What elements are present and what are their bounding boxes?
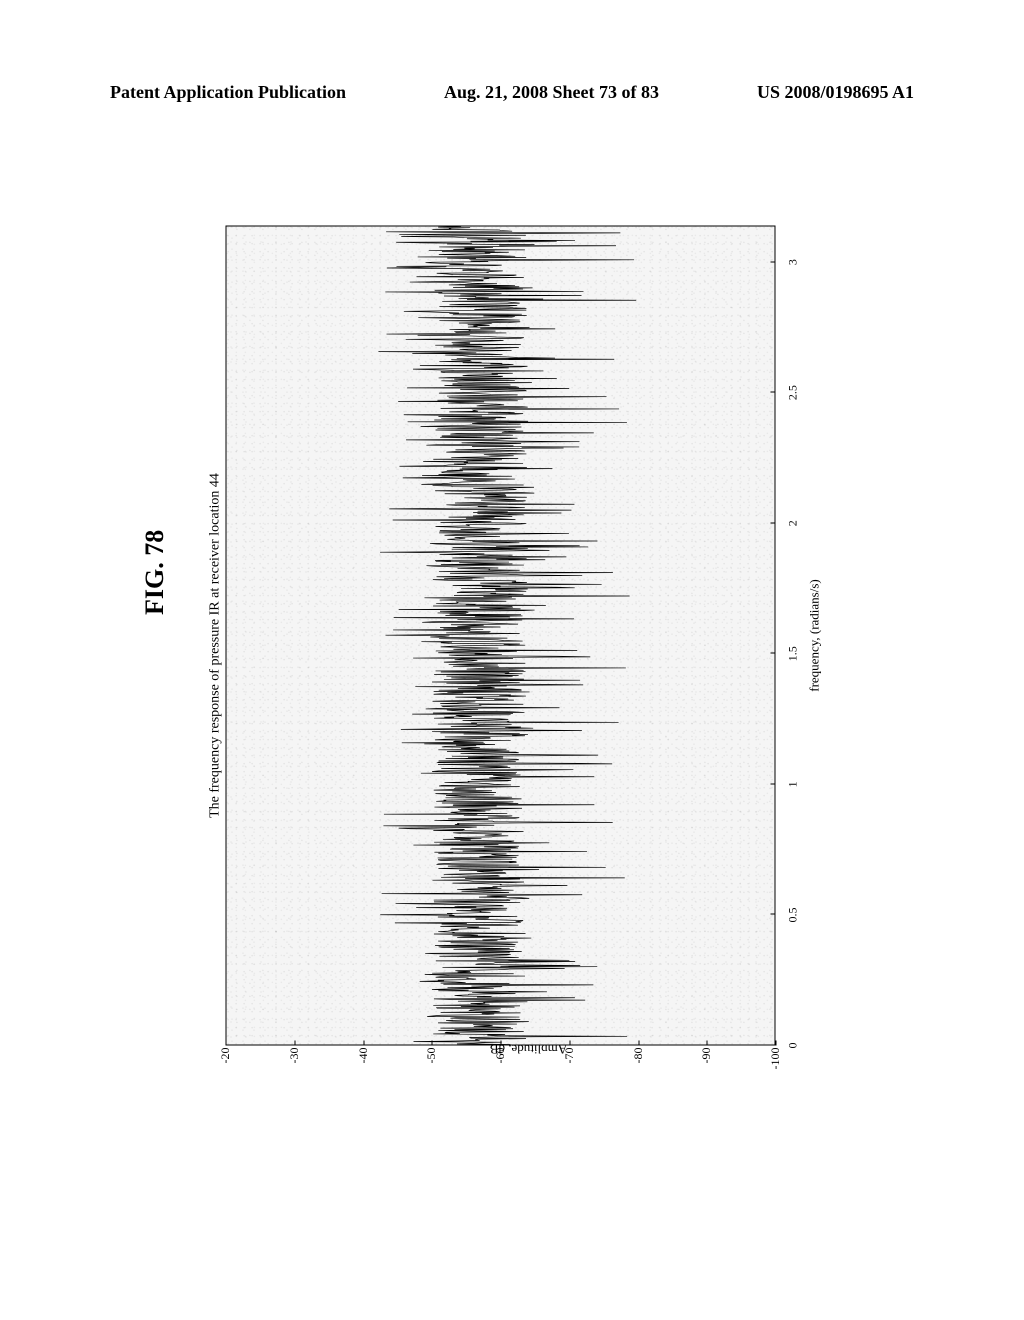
y-tick-mark xyxy=(294,1041,295,1046)
y-tick-mark xyxy=(776,1041,777,1046)
x-tick-mark xyxy=(771,653,776,654)
y-tick-mark xyxy=(501,1041,502,1046)
plot-area xyxy=(226,226,776,1046)
page-header: Patent Application Publication Aug. 21, … xyxy=(0,82,1024,103)
header-left: Patent Application Publication xyxy=(110,82,346,103)
header-right: US 2008/0198695 A1 xyxy=(757,82,914,103)
header-center: Aug. 21, 2008 Sheet 73 of 83 xyxy=(444,82,659,103)
x-tick-mark xyxy=(771,522,776,523)
x-tick-mark xyxy=(771,261,776,262)
x-tick-label: 2.5 xyxy=(786,385,801,400)
y-tick-mark xyxy=(707,1041,708,1046)
plot-container: The frequency response of pressure IR at… xyxy=(78,343,978,948)
y-tick-label: -80 xyxy=(631,1048,646,1076)
x-axis-label: frequency, (radians/s) xyxy=(807,226,823,1046)
x-tick-label: 0.5 xyxy=(786,907,801,922)
y-tick-mark xyxy=(638,1041,639,1046)
y-tick-label: -90 xyxy=(699,1048,714,1076)
x-tick-mark xyxy=(771,392,776,393)
x-tick-label: 3 xyxy=(786,259,801,265)
y-tick-label: -20 xyxy=(218,1048,233,1076)
x-tick-mark xyxy=(771,914,776,915)
y-tick-mark xyxy=(363,1041,364,1046)
plot-inner: The frequency response of pressure IR at… xyxy=(226,196,831,1096)
y-tick-label: -100 xyxy=(768,1048,783,1076)
x-tick-label: 1 xyxy=(786,781,801,787)
x-tick-mark xyxy=(771,783,776,784)
y-tick-mark xyxy=(432,1041,433,1046)
y-tick-label: -40 xyxy=(356,1048,371,1076)
y-tick-label: -50 xyxy=(424,1048,439,1076)
y-tick-mark xyxy=(569,1041,570,1046)
x-tick-label: 2 xyxy=(786,520,801,526)
chart-title: The frequency response of pressure IR at… xyxy=(208,196,224,1096)
signal-trace xyxy=(227,227,775,1045)
y-tick-label: -30 xyxy=(287,1048,302,1076)
x-tick-label: 1.5 xyxy=(786,646,801,661)
y-tick-label: -60 xyxy=(493,1048,508,1076)
y-tick-label: -70 xyxy=(562,1048,577,1076)
x-tick-mark xyxy=(771,1045,776,1046)
y-tick-mark xyxy=(226,1041,227,1046)
x-tick-label: 0 xyxy=(786,1043,801,1049)
